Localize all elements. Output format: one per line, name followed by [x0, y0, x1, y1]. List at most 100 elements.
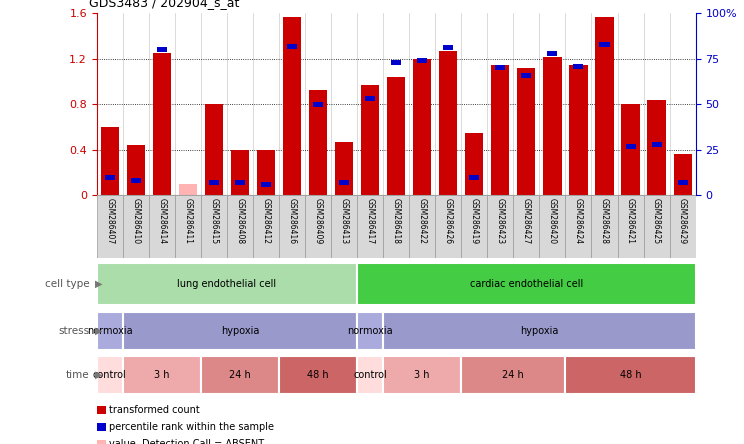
Text: normoxia: normoxia: [347, 326, 393, 336]
Bar: [205, 104, 223, 195]
Text: cell type: cell type: [45, 279, 89, 289]
Bar: [439, 51, 458, 195]
Bar: [417, 58, 427, 63]
Bar: [569, 64, 588, 195]
Text: time: time: [65, 370, 89, 380]
Text: GSM286424: GSM286424: [574, 198, 583, 245]
Text: ▶: ▶: [95, 279, 103, 289]
Text: transformed count: transformed count: [109, 405, 199, 415]
Text: GSM286408: GSM286408: [235, 198, 245, 245]
Bar: [361, 85, 379, 195]
Bar: [313, 102, 323, 107]
Bar: [283, 17, 301, 195]
Bar: [461, 356, 565, 394]
Text: GDS3483 / 202904_s_at: GDS3483 / 202904_s_at: [89, 0, 240, 9]
Bar: [543, 56, 562, 195]
Bar: [574, 63, 583, 69]
Text: 24 h: 24 h: [229, 370, 251, 380]
Bar: [339, 180, 349, 185]
Text: GSM286429: GSM286429: [678, 198, 687, 245]
Bar: [331, 195, 357, 258]
Bar: [335, 142, 353, 195]
Bar: [469, 174, 479, 180]
Bar: [305, 195, 331, 258]
Bar: [100, 127, 119, 195]
Bar: [626, 144, 635, 149]
Text: GSM286419: GSM286419: [469, 198, 479, 245]
Text: 3 h: 3 h: [154, 370, 170, 380]
Text: hypoxia: hypoxia: [221, 326, 259, 336]
Bar: [97, 195, 123, 258]
Text: GSM286415: GSM286415: [209, 198, 219, 245]
Bar: [261, 182, 271, 187]
Bar: [383, 195, 409, 258]
Text: GSM286427: GSM286427: [522, 198, 531, 245]
Text: normoxia: normoxia: [87, 326, 132, 336]
Bar: [487, 195, 513, 258]
Text: GSM286413: GSM286413: [339, 198, 349, 245]
Text: GSM286420: GSM286420: [548, 198, 557, 245]
Text: GSM286416: GSM286416: [287, 198, 297, 245]
Bar: [123, 312, 357, 350]
Bar: [97, 312, 123, 350]
Bar: [443, 45, 453, 51]
Bar: [591, 195, 618, 258]
Bar: [123, 195, 149, 258]
Bar: [179, 184, 197, 195]
Bar: [201, 356, 279, 394]
Bar: [131, 178, 141, 183]
Text: control: control: [93, 370, 126, 380]
Bar: [383, 312, 696, 350]
Bar: [357, 356, 383, 394]
Bar: [153, 53, 171, 195]
Bar: [231, 150, 249, 195]
Bar: [253, 195, 279, 258]
Bar: [539, 195, 565, 258]
Bar: [383, 356, 461, 394]
Bar: [257, 150, 275, 195]
Text: 48 h: 48 h: [620, 370, 641, 380]
Bar: [227, 195, 253, 258]
Bar: [279, 356, 357, 394]
Text: GSM286410: GSM286410: [131, 198, 141, 245]
Bar: [409, 195, 435, 258]
Text: stress: stress: [58, 326, 89, 336]
Bar: [391, 60, 401, 65]
Bar: [461, 195, 487, 258]
Text: GSM286428: GSM286428: [600, 198, 609, 245]
Bar: [491, 64, 510, 195]
Bar: [548, 51, 557, 56]
Bar: [435, 195, 461, 258]
Bar: [600, 42, 609, 47]
Text: GSM286422: GSM286422: [417, 198, 427, 245]
Bar: [465, 133, 484, 195]
Bar: [287, 44, 297, 49]
Bar: [357, 312, 383, 350]
Text: cardiac endothelial cell: cardiac endothelial cell: [469, 279, 583, 289]
Text: GSM286409: GSM286409: [313, 198, 323, 245]
Bar: [413, 59, 432, 195]
Bar: [670, 195, 696, 258]
Bar: [209, 180, 219, 185]
Text: lung endothelial cell: lung endothelial cell: [177, 279, 277, 289]
Bar: [279, 195, 305, 258]
Text: control: control: [353, 370, 387, 380]
Text: 48 h: 48 h: [307, 370, 329, 380]
Bar: [123, 356, 201, 394]
Bar: [496, 65, 505, 71]
Bar: [678, 180, 687, 185]
Bar: [595, 17, 614, 195]
Text: GSM286411: GSM286411: [183, 198, 193, 245]
Bar: [365, 96, 375, 101]
Text: GSM286418: GSM286418: [391, 198, 401, 245]
Bar: [235, 180, 245, 185]
Bar: [126, 145, 145, 195]
Text: GSM286414: GSM286414: [157, 198, 167, 245]
Text: 3 h: 3 h: [414, 370, 430, 380]
Text: GSM286426: GSM286426: [443, 198, 453, 245]
Bar: [618, 195, 644, 258]
Bar: [157, 47, 167, 52]
Text: GSM286407: GSM286407: [105, 198, 115, 245]
Text: hypoxia: hypoxia: [520, 326, 559, 336]
Text: GSM286425: GSM286425: [652, 198, 661, 245]
